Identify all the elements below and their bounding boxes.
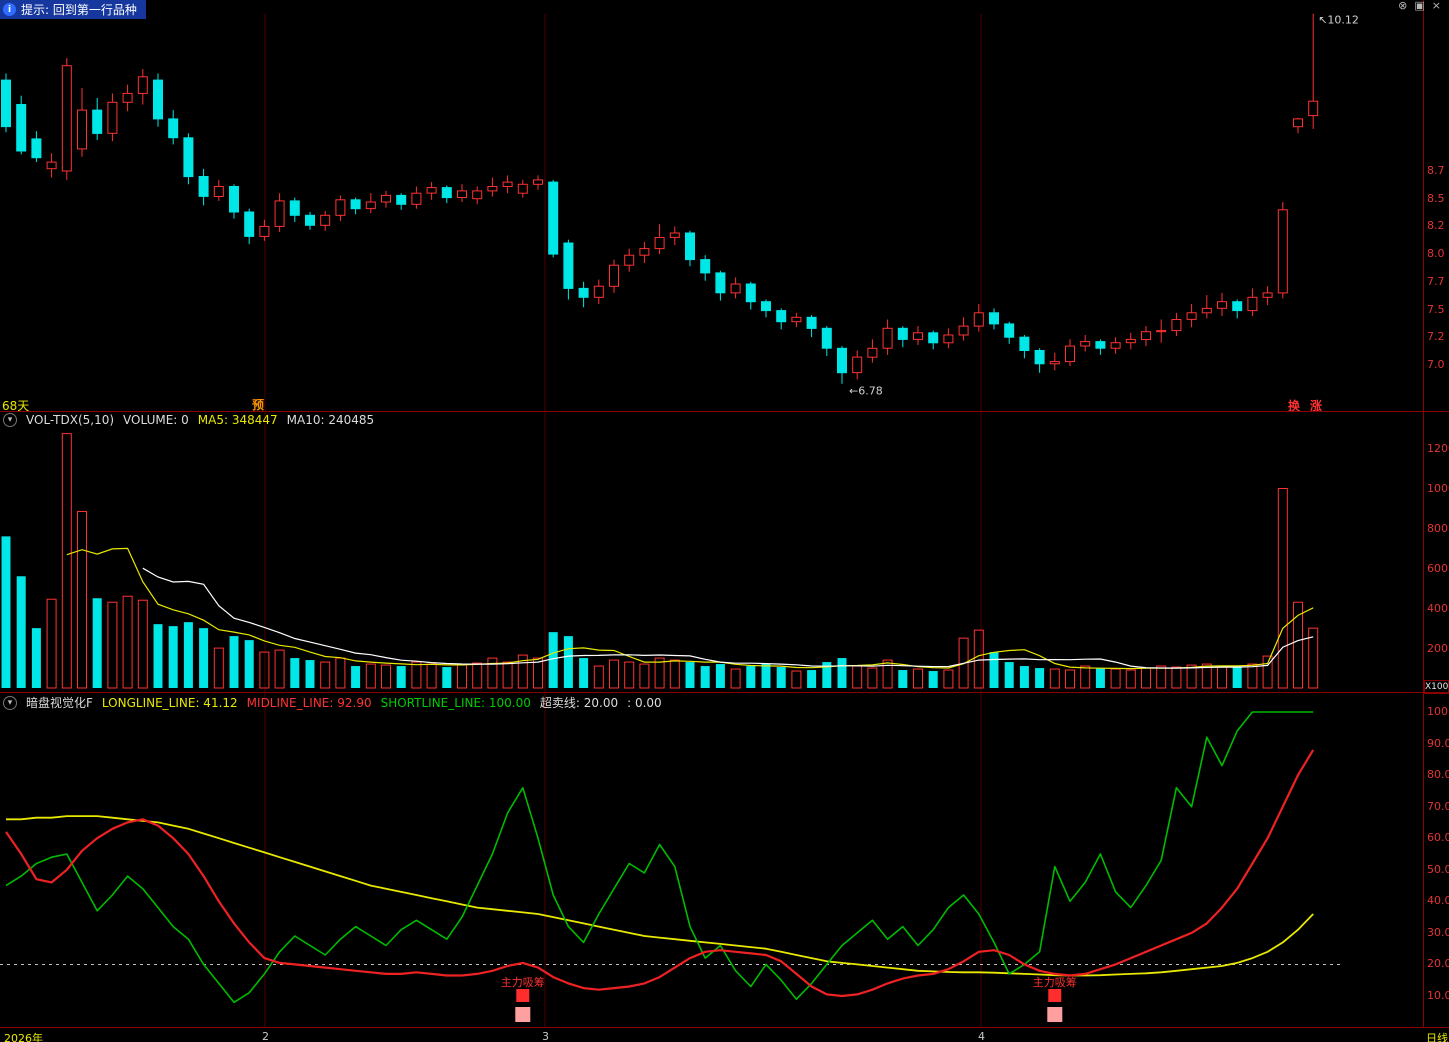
midline-line [5, 749, 1315, 998]
tip-text: 提示: 回到第一行品种 [21, 3, 137, 17]
month-label: 3 [542, 1030, 549, 1042]
axis-tick-label: 100 [1427, 705, 1448, 718]
extra-value-label: : 0.00 [627, 695, 662, 710]
volume-value-label: VOLUME: 0 [123, 413, 189, 427]
month-label: 4 [978, 1030, 985, 1042]
shortline-value-label: SHORTLINE_LINE: 100.00 [380, 695, 531, 710]
candlestick-layer [1, 13, 1319, 384]
volume-unit-label: X100 [1424, 680, 1449, 694]
accumulation-marker-label: 主力吸筹 [501, 975, 545, 989]
axis-tick-label: 200 [1427, 641, 1448, 655]
accumulation-marker-square [1048, 989, 1062, 1002]
time-axis-bar: 2026年 2 3 4 日线 [0, 1028, 1449, 1042]
shortline-line [5, 711, 1314, 1004]
month-gridlines [264, 14, 982, 1027]
volume-ma5-label: MA5: 348447 [197, 413, 278, 427]
axis-tick-label: 10.0 [1427, 988, 1449, 1002]
high-price-annotation: ↖10.12 [1318, 14, 1359, 27]
days-count-label: 68天 [2, 399, 30, 413]
axis-tick-label: 400 [1427, 601, 1448, 615]
collapse-pane-icon[interactable]: ▾ [3, 413, 17, 427]
indicator-title[interactable]: 暗盘视觉化F [26, 696, 93, 710]
accumulation-marker-square-light [1047, 1007, 1063, 1022]
accumulation-marker-label: 主力吸筹 [1033, 975, 1077, 989]
axis-tick-label: 30.0 [1427, 925, 1449, 939]
volume-pane-header: ▾ VOL-TDX(5,10) VOLUME: 0 MA5: 348447 MA… [3, 413, 374, 427]
volume-ma10-label: MA10: 240485 [286, 413, 375, 427]
volume-ma10-line [142, 567, 1314, 669]
axis-tick-label: 600 [1427, 561, 1448, 575]
window-controls: ⊗ ▣ × [1398, 0, 1441, 12]
axis-tick-label: 50.0 [1427, 862, 1449, 876]
axis-tick-label: 80.0 [1427, 768, 1449, 782]
axis-tick-label: 7.0 [1427, 357, 1445, 371]
volume-indicator-title[interactable]: VOL-TDX(5,10) [26, 413, 115, 427]
low-price-annotation: ←6.78 [849, 385, 883, 398]
axis-tick-label: 1000 [1427, 481, 1449, 495]
accumulation-marker-square-light [515, 1007, 531, 1022]
axis-tick-label: 800 [1427, 521, 1448, 535]
axis-tick-label: 8.2 [1427, 219, 1445, 233]
alert-badge: 预 [252, 398, 265, 412]
accumulation-marker-square [516, 989, 530, 1002]
close-window-icon[interactable]: × [1431, 0, 1441, 12]
period-label[interactable]: 日线 [1426, 1032, 1448, 1042]
axis-tick-label: 20.0 [1427, 957, 1449, 971]
oversold-value-label: 超卖线: 20.00 [539, 696, 619, 710]
info-icon: i [3, 3, 16, 16]
axis-tick-label: 8.5 [1427, 191, 1445, 205]
axis-tick-label: 8.7 [1427, 164, 1445, 177]
axis-tick-label: 8.0 [1427, 247, 1445, 261]
year-label: 2026年 [4, 1032, 43, 1042]
axis-tick-label: 7.5 [1427, 302, 1445, 316]
axis-tick-label: 40.0 [1427, 894, 1449, 908]
month-label: 2 [262, 1030, 269, 1042]
volume-ma5-line [66, 547, 1314, 670]
longline-value-label: LONGLINE_LINE: 41.12 [101, 695, 238, 710]
float-window-icon[interactable]: ⊗ [1398, 0, 1408, 12]
restore-window-icon[interactable]: ▣ [1414, 0, 1425, 12]
axis-tick-label: 60.0 [1427, 831, 1449, 845]
axis-tick-label: 1200 [1427, 442, 1449, 455]
axis-tick-label: 7.2 [1427, 330, 1445, 344]
axis-tick-label: 70.0 [1427, 799, 1449, 813]
collapse-pane-icon[interactable]: ▾ [3, 695, 17, 710]
midline-value-label: MIDLINE_LINE: 92.90 [246, 695, 372, 710]
indicator-pane-header: ▾ 暗盘视觉化F LONGLINE_LINE: 41.12 MIDLINE_LI… [3, 694, 662, 711]
longline-line [6, 815, 1314, 977]
signal-flag-1: 换 [1288, 399, 1301, 413]
tip-bar: i 提示: 回到第一行品种 [0, 0, 146, 19]
volume-bars [1, 433, 1319, 689]
axis-tick-label: 7.7 [1427, 274, 1445, 288]
axis-tick-label: 90.0 [1427, 736, 1449, 750]
signal-flag-2: 涨 [1310, 399, 1323, 413]
